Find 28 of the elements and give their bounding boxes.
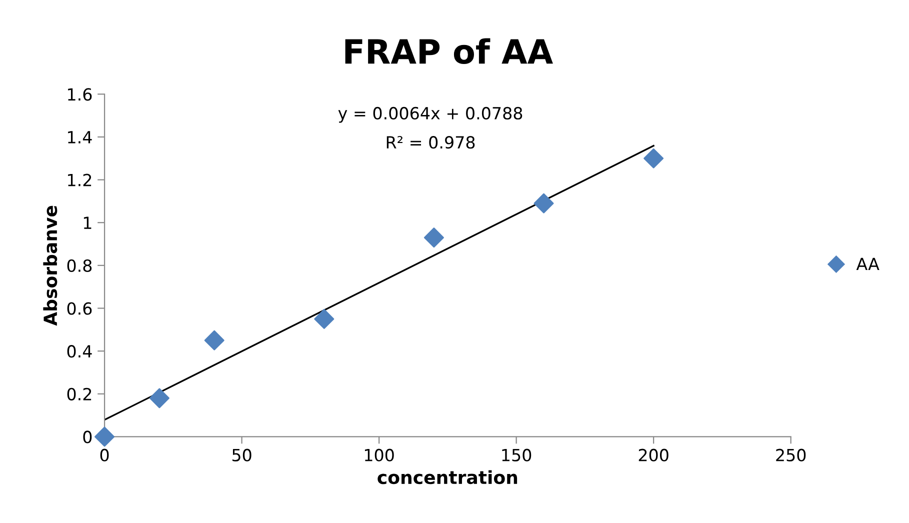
x-tick-label: 0 (100, 448, 109, 462)
y-tick-label: 0.8 (67, 259, 92, 272)
y-axis-title: Absorbanve (43, 206, 58, 326)
point (149, 388, 170, 408)
chart-title: FRAP of AA (345, 38, 553, 64)
point (204, 330, 224, 350)
x-axis-title: concentration (378, 470, 518, 484)
point (644, 148, 664, 168)
y-tick-label: 1.4 (68, 131, 92, 144)
x-tick-label: 150 (502, 448, 532, 462)
y-tick-label: 1 (84, 216, 92, 229)
point (424, 228, 444, 248)
point (534, 193, 554, 214)
annotation: R² = 0.978 (386, 136, 475, 149)
x-tick-label: 100 (364, 448, 394, 462)
y-tick-label: 1.6 (68, 88, 92, 101)
legend-label: AA (856, 258, 880, 270)
y-tick-label: 0.4 (67, 345, 92, 358)
y-tick-label: 1.2 (68, 174, 92, 186)
y-tick-label: 0.2 (67, 388, 92, 400)
y-tick-label: 0 (83, 430, 92, 444)
y-tick-label: 0.6 (67, 302, 92, 315)
x-tick-label: 250 (776, 448, 806, 462)
point (314, 308, 334, 329)
x-tick-label: 50 (232, 448, 252, 462)
x-tick-label: 200 (638, 448, 668, 462)
point (94, 426, 115, 447)
annotation: y = 0.0064x + 0.0788 (338, 106, 522, 123)
